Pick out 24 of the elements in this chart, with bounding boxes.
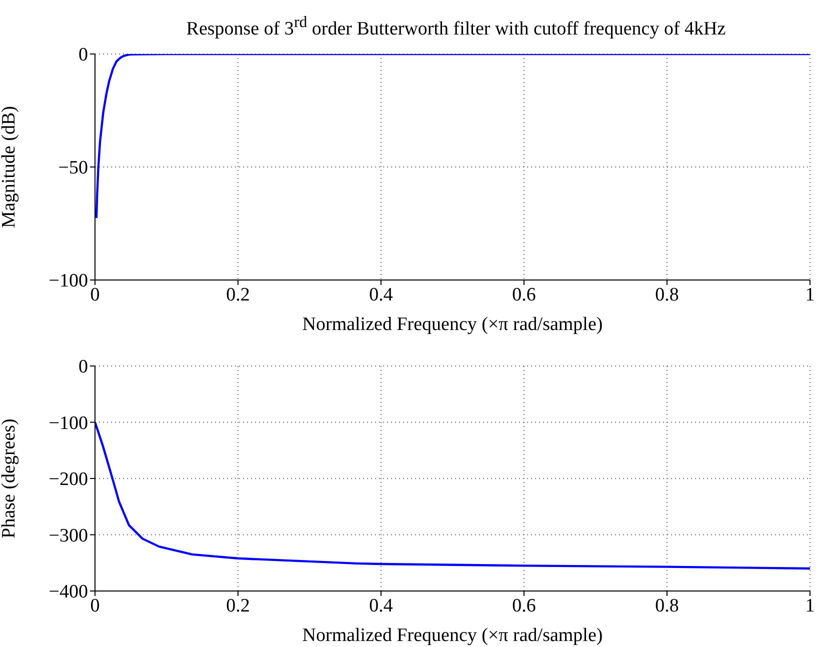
y-tick-label: −200 [48, 469, 88, 490]
x-tick-label: 1 [805, 595, 815, 616]
y-tick-label: 0 [78, 356, 88, 378]
y-tick-label: −100 [48, 270, 88, 292]
x-tick-label: 0.2 [226, 595, 250, 616]
y-axis-title: Magnitude (dB) [0, 106, 20, 228]
x-tick-label: 1 [805, 284, 815, 306]
y-tick-label: 0 [78, 44, 88, 66]
x-tick-label: 0.2 [226, 284, 250, 306]
line-series [95, 421, 810, 570]
x-axis-title: Normalized Frequency (×π rad/sample) [302, 314, 603, 335]
y-axis-title: Phase (degrees) [0, 418, 20, 538]
chart-title: Response of 3$^{rd}$ order Butterworth filter with cutoff frequency of 4kHz [185, 14, 727, 40]
x-tick-label: 0.8 [655, 284, 679, 306]
x-tick-label: 0.4 [369, 284, 394, 306]
x-axis-title: Normalized Frequency (×π rad/sample) [302, 625, 603, 646]
x-tick-label: 0.8 [655, 595, 679, 616]
y-tick-label: −300 [48, 525, 88, 546]
x-tick-label: 0.4 [369, 595, 394, 616]
x-tick-label: 0.6 [512, 284, 536, 306]
x-tick-label: 0.6 [512, 595, 536, 616]
y-tick-label: −100 [48, 412, 88, 434]
y-tick-label: −50 [58, 158, 88, 179]
y-tick-label: −400 [48, 582, 88, 603]
